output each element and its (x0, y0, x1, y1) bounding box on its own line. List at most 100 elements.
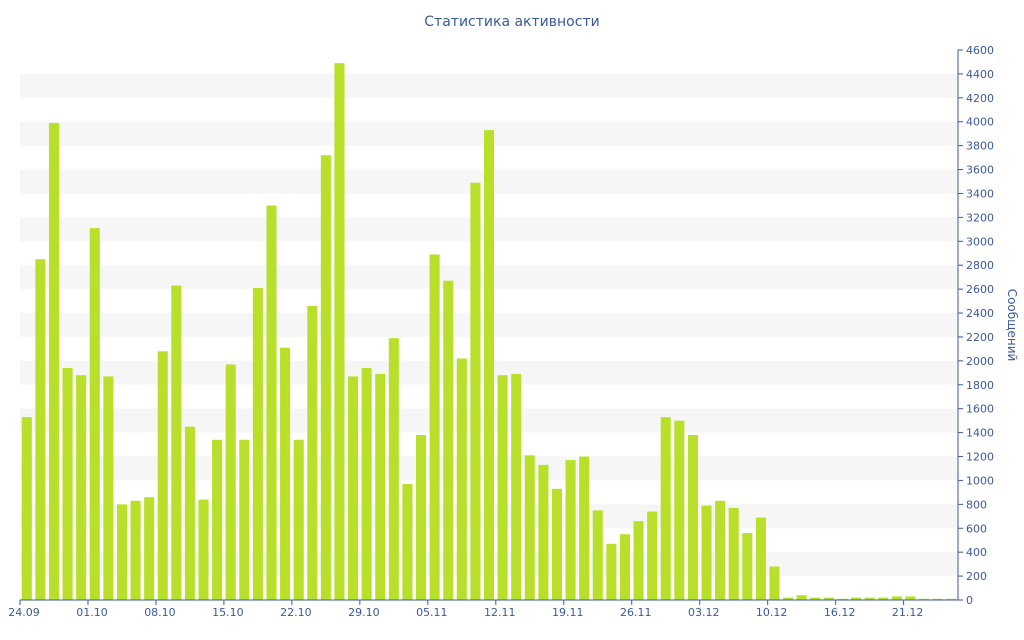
bar[interactable] (823, 597, 834, 600)
bar[interactable] (48, 122, 60, 601)
bar[interactable] (456, 358, 467, 600)
bar[interactable] (429, 254, 440, 600)
bar[interactable] (198, 499, 209, 600)
bar[interactable] (660, 417, 671, 600)
bar[interactable] (796, 595, 807, 600)
x-tick-label: 26.11 (620, 606, 652, 619)
x-axis-ticks: 24.09 01.10 08.10 15.10 22.10 29.10 05.11 12.11… (8, 600, 923, 619)
bar[interactable] (334, 63, 345, 600)
bar[interactable] (130, 500, 141, 600)
bar[interactable] (701, 505, 712, 600)
bar[interactable] (837, 598, 848, 600)
bar[interactable] (76, 375, 87, 600)
bar[interactable] (810, 597, 821, 600)
x-tick-label: 10.12 (756, 606, 788, 619)
bar[interactable] (239, 439, 250, 600)
x-tick-label: 19.11 (552, 606, 584, 619)
y-tick-label: 1600 (966, 403, 994, 416)
x-tick-label: 21.12 (892, 606, 924, 619)
bar[interactable] (225, 364, 236, 600)
bar[interactable] (579, 456, 590, 600)
bar[interactable] (388, 338, 399, 600)
bar[interactable] (946, 598, 957, 600)
y-axis-ticks: 0 200 400 600 800 1000 1200 1400 1600 1800 2000 220… (958, 44, 994, 607)
bar[interactable] (443, 280, 454, 600)
bar[interactable] (212, 439, 223, 600)
bar[interactable] (157, 351, 168, 600)
bar[interactable] (320, 155, 331, 600)
bar[interactable] (116, 504, 127, 600)
x-tick-label: 16.12 (824, 606, 856, 619)
bar[interactable] (932, 598, 943, 600)
bar[interactable] (307, 305, 318, 600)
y-tick-label: 2200 (966, 331, 994, 344)
bar[interactable] (851, 597, 862, 600)
bar[interactable] (184, 426, 195, 600)
y-tick-label: 4400 (966, 68, 994, 81)
y-tick-label: 3600 (966, 164, 994, 177)
bar[interactable] (266, 205, 277, 600)
bar[interactable] (375, 374, 386, 600)
bar[interactable] (524, 455, 535, 600)
x-tick-label: 15.10 (212, 606, 244, 619)
bar[interactable] (742, 533, 753, 600)
bar[interactable] (715, 500, 726, 600)
bar[interactable] (878, 597, 889, 600)
bar[interactable] (592, 510, 603, 600)
y-tick-label: 4200 (966, 92, 994, 105)
y-tick-label: 600 (966, 522, 987, 535)
bar[interactable] (606, 543, 617, 600)
bar[interactable] (21, 417, 32, 600)
x-tick-label: 08.10 (144, 606, 176, 619)
bar[interactable] (619, 534, 630, 600)
bar[interactable] (755, 517, 766, 601)
bar[interactable] (293, 439, 304, 600)
y-tick-label: 1200 (966, 451, 994, 464)
grid-band (20, 73, 958, 98)
bar[interactable] (864, 597, 875, 600)
bar[interactable] (538, 464, 549, 600)
y-tick-label: 0 (966, 594, 973, 607)
y-tick-label: 800 (966, 498, 987, 511)
bar[interactable] (348, 376, 359, 600)
bar[interactable] (891, 596, 902, 600)
bar[interactable] (62, 368, 73, 600)
bar[interactable] (633, 521, 644, 600)
x-tick-label: 03.12 (688, 606, 720, 619)
bar[interactable] (783, 597, 794, 600)
bar[interactable] (687, 435, 698, 600)
bar-series (21, 63, 957, 601)
bar[interactable] (144, 497, 155, 600)
bar[interactable] (674, 420, 685, 600)
bar[interactable] (89, 228, 100, 600)
bar[interactable] (728, 507, 739, 600)
bar[interactable] (647, 511, 658, 600)
bar[interactable] (470, 182, 481, 600)
bar[interactable] (565, 460, 576, 600)
y-tick-label: 4000 (966, 116, 994, 129)
bar[interactable] (402, 484, 413, 600)
bar[interactable] (905, 596, 916, 600)
bar[interactable] (416, 435, 427, 600)
bar[interactable] (511, 374, 522, 600)
y-tick-label: 2000 (966, 355, 994, 368)
bar[interactable] (35, 259, 46, 600)
y-tick-label: 4600 (966, 44, 994, 57)
y-tick-label: 1000 (966, 474, 994, 487)
bar[interactable] (483, 130, 495, 601)
bar[interactable] (497, 375, 508, 600)
bar[interactable] (918, 598, 930, 600)
y-tick-label: 2600 (966, 283, 994, 296)
bar[interactable] (103, 376, 114, 600)
bar[interactable] (551, 488, 562, 600)
bar[interactable] (252, 287, 263, 600)
bar[interactable] (280, 347, 291, 600)
bar[interactable] (361, 368, 372, 600)
x-tick-label: 22.10 (280, 606, 312, 619)
x-tick-label: 29.10 (348, 606, 380, 619)
x-tick-label: 05.11 (416, 606, 448, 619)
bar[interactable] (769, 566, 780, 600)
y-tick-label: 2400 (966, 307, 994, 320)
y-tick-label: 2800 (966, 259, 994, 272)
bar[interactable] (171, 285, 182, 600)
